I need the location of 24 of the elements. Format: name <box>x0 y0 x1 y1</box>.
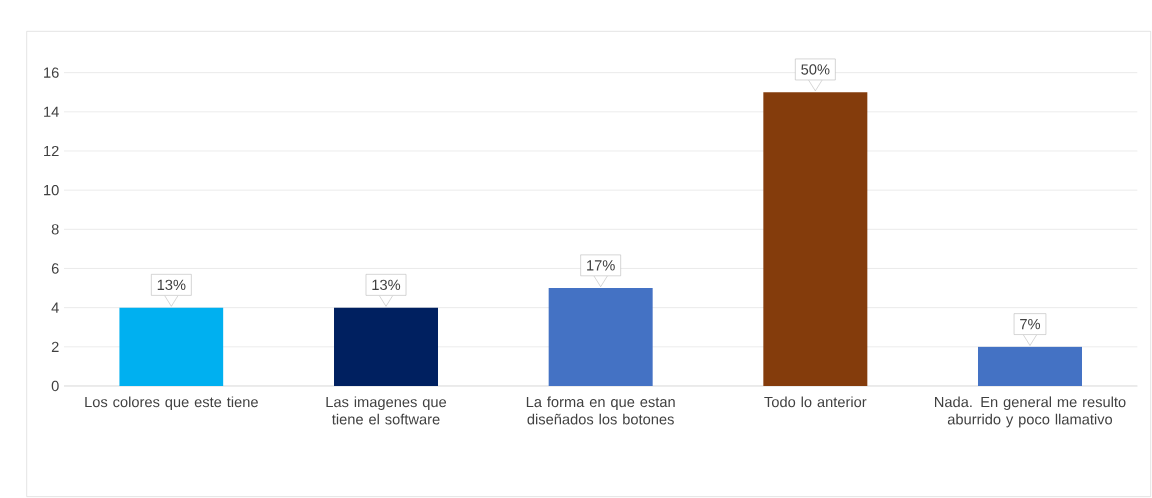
x-tick-label: Las imagenes que tiene el software <box>326 396 447 425</box>
y-tick-label: 6 <box>51 263 59 274</box>
y-tick-label: 10 <box>44 184 59 196</box>
bar <box>548 288 653 386</box>
bar <box>119 307 224 386</box>
bar <box>334 307 438 386</box>
x-tick-label: La forma en que estan diseñados los botones <box>526 396 675 425</box>
y-tick-label: 4 <box>51 302 59 313</box>
annotation: 7% <box>1020 318 1041 330</box>
x-tick-label: Nada. En general me resulto aburrido y poco llamativo <box>935 396 1126 428</box>
y-tick-label: 0 <box>51 380 59 392</box>
bar <box>763 92 868 386</box>
y-tick-label: 14 <box>44 106 59 117</box>
y-tick-label: 16 <box>44 67 59 78</box>
y-tick-label: 12 <box>44 145 59 157</box>
annotation: 17% <box>587 260 615 271</box>
y-tick-label: 2 <box>51 341 59 352</box>
annotation: 13% <box>157 279 186 291</box>
y-tick-label: 8 <box>51 224 59 235</box>
x-tick-label: Todo lo anterior <box>764 396 867 408</box>
annotation: 13% <box>372 279 401 291</box>
x-tick-label: Los colores que este tiene <box>85 396 258 411</box>
annotation: 50% <box>801 64 830 75</box>
bar <box>978 346 1082 386</box>
